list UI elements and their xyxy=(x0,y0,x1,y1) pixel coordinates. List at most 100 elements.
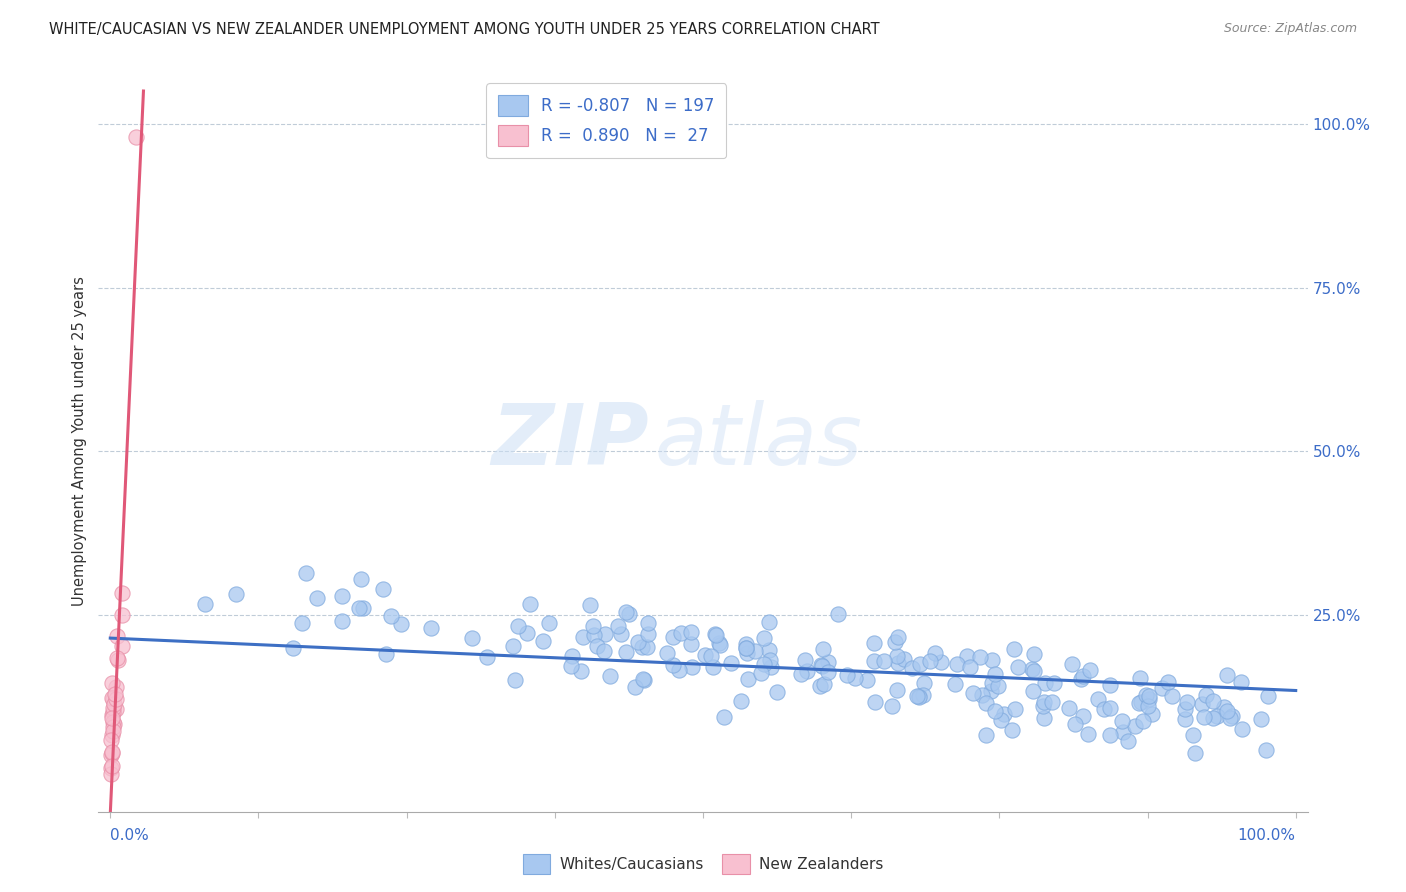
Point xyxy=(582,627,605,641)
Point xyxy=(863,654,886,668)
Point xyxy=(101,691,124,706)
Point xyxy=(633,673,655,687)
Point xyxy=(100,707,122,722)
Point xyxy=(1213,699,1236,714)
Point xyxy=(737,672,759,686)
Point xyxy=(1174,702,1197,716)
Point xyxy=(810,679,832,693)
Point xyxy=(1202,693,1225,707)
Point xyxy=(561,648,583,663)
Point xyxy=(627,635,650,649)
Point xyxy=(614,606,637,620)
Point xyxy=(1191,697,1213,711)
Point xyxy=(702,660,724,674)
Point xyxy=(657,647,679,661)
Point xyxy=(817,655,839,669)
Point xyxy=(844,671,866,685)
Point xyxy=(353,600,375,615)
Point xyxy=(1060,657,1083,672)
Point xyxy=(599,669,621,683)
Point xyxy=(631,673,654,687)
Point xyxy=(101,701,124,715)
Point xyxy=(754,657,776,672)
Point xyxy=(1219,710,1241,724)
Point xyxy=(105,629,128,643)
Point xyxy=(759,653,782,667)
Point xyxy=(980,684,1002,698)
Text: WHITE/CAUCASIAN VS NEW ZEALANDER UNEMPLOYMENT AMONG YOUTH UNDER 25 YEARS CORRELA: WHITE/CAUCASIAN VS NEW ZEALANDER UNEMPLO… xyxy=(49,22,880,37)
Point xyxy=(609,626,631,640)
Point xyxy=(100,746,122,760)
Point xyxy=(110,586,132,600)
Point xyxy=(766,685,789,699)
Point xyxy=(1140,706,1163,721)
Point xyxy=(1002,642,1025,657)
Point xyxy=(100,732,122,747)
Point xyxy=(347,600,370,615)
Point xyxy=(980,653,1002,667)
Point xyxy=(983,704,1005,718)
Point xyxy=(630,640,652,654)
Point xyxy=(516,626,538,640)
Point xyxy=(1111,724,1133,739)
Point xyxy=(1257,689,1279,703)
Point xyxy=(990,713,1012,727)
Point xyxy=(695,648,717,663)
Point xyxy=(100,745,122,759)
Point xyxy=(111,607,134,622)
Point xyxy=(101,705,124,719)
Point xyxy=(817,665,839,679)
Point xyxy=(720,657,742,671)
Point xyxy=(103,715,125,730)
Point xyxy=(759,660,782,674)
Point xyxy=(1099,700,1122,714)
Point xyxy=(624,680,647,694)
Point xyxy=(1137,692,1160,706)
Point xyxy=(929,655,952,669)
Point xyxy=(1174,712,1197,726)
Point xyxy=(606,619,628,633)
Point xyxy=(855,673,877,688)
Point xyxy=(713,710,735,724)
Point xyxy=(461,631,484,645)
Point xyxy=(1022,647,1045,661)
Point xyxy=(700,649,723,664)
Point xyxy=(1250,712,1272,726)
Text: ZIP: ZIP xyxy=(491,400,648,483)
Point xyxy=(813,641,835,656)
Point xyxy=(1254,743,1277,757)
Point xyxy=(100,766,122,780)
Point xyxy=(374,647,396,661)
Point xyxy=(1220,709,1243,723)
Y-axis label: Unemployment Among Youth under 25 years: Unemployment Among Youth under 25 years xyxy=(72,277,87,607)
Point xyxy=(863,695,886,709)
Point xyxy=(703,627,725,641)
Point xyxy=(502,639,524,653)
Point xyxy=(872,654,894,668)
Point xyxy=(735,637,758,651)
Point xyxy=(735,646,758,660)
Point xyxy=(107,652,129,666)
Point xyxy=(1192,710,1215,724)
Point xyxy=(1032,698,1054,713)
Point xyxy=(1071,709,1094,723)
Point xyxy=(681,624,703,639)
Point xyxy=(1136,698,1159,713)
Point xyxy=(1070,672,1092,686)
Point xyxy=(669,626,692,640)
Point xyxy=(1116,734,1139,748)
Point xyxy=(371,582,394,597)
Point xyxy=(533,634,555,648)
Point xyxy=(1182,728,1205,742)
Point xyxy=(974,728,997,742)
Point xyxy=(1021,662,1043,676)
Point xyxy=(1206,709,1229,723)
Point xyxy=(560,659,582,673)
Point xyxy=(661,657,683,672)
Point xyxy=(1099,729,1122,743)
Point xyxy=(1032,710,1054,724)
Point xyxy=(101,724,124,739)
Point xyxy=(912,675,935,690)
Point xyxy=(103,720,125,734)
Point xyxy=(1128,696,1150,710)
